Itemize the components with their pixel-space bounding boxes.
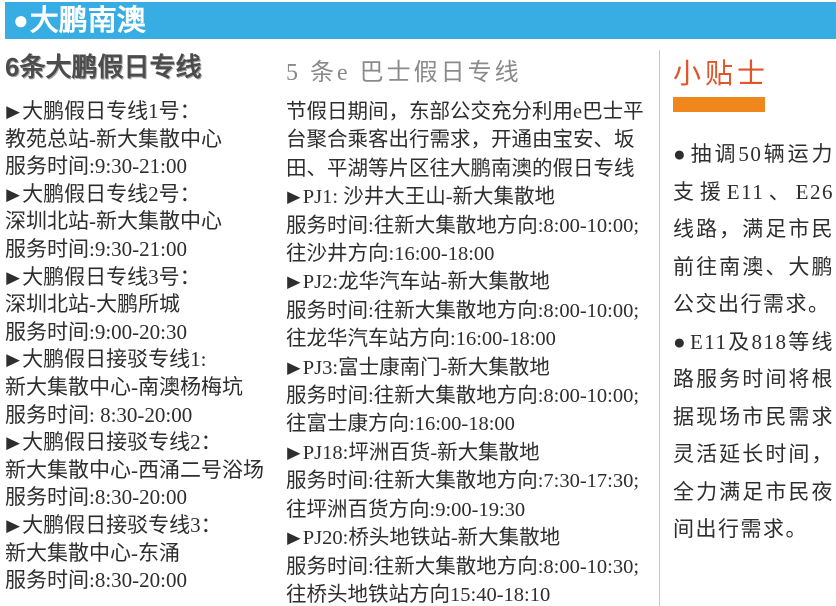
route-item: ▶ PJ1: 沙井大王山-新大集散地 服务时间:往新大集散地方向:8:00-10:… bbox=[286, 183, 658, 268]
route-time: 服务时间:8:30-20:00 bbox=[5, 485, 187, 510]
tip-item: ●抽调50辆运力支援E11、E26线路，满足市民前往南澳、大鹏公交出行需求。 bbox=[673, 136, 834, 324]
dapeng-lines-heading: 6条大鹏假日专线 bbox=[5, 52, 202, 82]
route-name-text: PJ18:坪洲百货-新大集散地 bbox=[302, 441, 540, 464]
triangle-bullet-icon: ▶ bbox=[287, 529, 301, 547]
route-name-text: PJ3:富士康南门-新大集散地 bbox=[302, 356, 550, 379]
triangle-bullet-icon: ▶ bbox=[6, 267, 20, 287]
route-name: ▶ 大鹏假日接驳专线1: bbox=[5, 346, 281, 374]
route-time: 服务时间:往新大集散地方向:8:00-10:00;往富士康方向:16:00-18… bbox=[286, 385, 640, 436]
route-item: ▶ 大鹏假日专线2号： 深圳北站-新大集散中心 服务时间:9:30-21:00 bbox=[5, 181, 281, 264]
route-name-text: 大鹏假日专线2号： bbox=[22, 181, 201, 206]
triangle-bullet-icon: ▶ bbox=[287, 273, 301, 292]
triangle-bullet-icon: ▶ bbox=[287, 358, 301, 377]
route-item: ▶ PJ3:富士康南门-新大集散地 服务时间:往新大集散地方向:8:00-10:0… bbox=[286, 354, 658, 439]
route-time: 服务时间:往新大集散地方向:8:00-10:00;往沙井方向:16:00-18:… bbox=[286, 214, 640, 266]
triangle-bullet-icon: ▶ bbox=[6, 184, 20, 204]
ebus-lines-column: 5 条e 巴士假日专线 节假日期间，东部公交充分利用e巴士平台聚合乘客出行需求，… bbox=[286, 52, 658, 606]
tip-item: ●E11及818等线路服务时间将根据现场市民需求灵活延长时间，全力满足市民夜间出… bbox=[673, 324, 834, 549]
tips-heading: 小贴士 bbox=[673, 59, 770, 90]
route-name-text: PJ2:龙华汽车站-新大集散地 bbox=[302, 271, 550, 294]
tips-heading-underline bbox=[673, 97, 765, 112]
circle-bullet-icon: ● bbox=[13, 5, 29, 35]
route-time: 服务时间:8:30-20:00 bbox=[5, 568, 187, 593]
route-name-text: PJ20:桥头地铁站-新大集散地 bbox=[302, 527, 561, 550]
triangle-bullet-icon: ▶ bbox=[6, 101, 20, 121]
route-name: ▶ PJ18:坪洲百货-新大集散地 bbox=[286, 439, 658, 467]
dapeng-lines-column: 6条大鹏假日专线 ▶ 大鹏假日专线1号： 教苑总站-新大集散中心 服务时间:9:3… bbox=[5, 47, 281, 595]
route-name: ▶ PJ1: 沙井大王山-新大集散地 bbox=[286, 183, 658, 211]
triangle-bullet-icon: ▶ bbox=[6, 432, 20, 452]
route-name: ▶ 大鹏假日专线1号： bbox=[5, 98, 281, 126]
route-item: ▶ 大鹏假日接驳专线1: 新大集散中心-南澳杨梅坑 服务时间: 8:30-20:0… bbox=[5, 346, 281, 429]
section-header-bar: ●大鹏南澳 bbox=[5, 2, 836, 39]
route-path: 教苑总站-新大集散中心 bbox=[5, 126, 222, 151]
tip-text: 抽调50辆运力支援E11、E26线路，满足市民前往南澳、大鹏公交出行需求。 bbox=[673, 142, 835, 316]
triangle-bullet-icon: ▶ bbox=[6, 349, 20, 370]
route-name-text: 大鹏假日接驳专线1: bbox=[22, 347, 207, 372]
route-time: 服务时间: 8:30-20:00 bbox=[5, 402, 193, 427]
route-time: 服务时间:9:00-20:30 bbox=[5, 319, 187, 344]
route-path: 新大集散中心-西涌二号浴场 bbox=[5, 457, 264, 482]
route-time: 服务时间:往新大集散地方向:7:30-17:30;往坪洲百货方向:9:00-19… bbox=[286, 470, 640, 521]
route-name: ▶ 大鹏假日接驳专线2： bbox=[5, 429, 281, 457]
tips-column: 小贴士 ●抽调50辆运力支援E11、E26线路，满足市民前往南澳、大鹏公交出行需… bbox=[673, 52, 834, 549]
route-path: 新大集散中心-东涌 bbox=[5, 540, 180, 565]
route-name: ▶ 大鹏假日专线3号： bbox=[5, 264, 281, 292]
route-time: 服务时间:9:30-21:00 bbox=[5, 154, 187, 179]
ebus-intro: 节假日期间，东部公交充分利用e巴士平台聚合乘客出行需求，开通由宝安、坂田、平湖等… bbox=[286, 101, 644, 180]
route-item: ▶ 大鹏假日接驳专线3： 新大集散中心-东涌 服务时间:8:30-20:00 bbox=[5, 512, 281, 595]
route-time: 服务时间:往新大集散地方向:8:00-10:30;往桥头地铁站方向15:40-1… bbox=[286, 555, 640, 606]
route-path: 深圳北站-大鹏所城 bbox=[5, 292, 180, 317]
route-path: 新大集散中心-南澳杨梅坑 bbox=[5, 374, 243, 399]
route-name-text: 大鹏假日接驳专线2： bbox=[22, 430, 222, 455]
route-time: 服务时间:9:30-21:00 bbox=[5, 236, 187, 261]
route-path: 深圳北站-新大集散中心 bbox=[5, 209, 222, 234]
dot-bullet-icon: ● bbox=[673, 329, 688, 354]
triangle-bullet-icon: ▶ bbox=[287, 444, 301, 462]
route-item: ▶ PJ20:桥头地铁站-新大集散地 服务时间:往新大集散地方向:8:00-10:… bbox=[286, 524, 658, 606]
dot-bullet-icon: ● bbox=[673, 142, 689, 166]
route-item: ▶ 大鹏假日专线1号： 教苑总站-新大集散中心 服务时间:9:30-21:00 bbox=[5, 98, 281, 181]
route-name-text: 大鹏假日专线3号： bbox=[22, 264, 201, 289]
route-item: ▶ 大鹏假日接驳专线2： 新大集散中心-西涌二号浴场 服务时间:8:30-20:0… bbox=[5, 429, 281, 512]
route-name: ▶ 大鹏假日专线2号： bbox=[5, 181, 281, 209]
triangle-bullet-icon: ▶ bbox=[6, 515, 20, 535]
route-name-text: 大鹏假日接驳专线3： bbox=[22, 512, 222, 537]
route-name-text: 大鹏假日专线1号： bbox=[22, 99, 201, 123]
section-title: 大鹏南澳 bbox=[29, 5, 146, 37]
route-name: ▶ PJ2:龙华汽车站-新大集散地 bbox=[286, 268, 658, 296]
triangle-bullet-icon: ▶ bbox=[287, 188, 301, 207]
tip-text: E11及818等线路服务时间将根据现场市民需求灵活延长时间，全力满足市民夜间出行… bbox=[673, 329, 834, 542]
route-name-text: PJ1: 沙井大王山-新大集散地 bbox=[302, 186, 556, 209]
route-name: ▶ 大鹏假日接驳专线3： bbox=[5, 512, 281, 540]
route-time: 服务时间:往新大集散地方向:8:00-10:00;往龙华汽车站方向:16:00-… bbox=[286, 299, 640, 351]
route-item: ▶ 大鹏假日专线3号： 深圳北站-大鹏所城 服务时间:9:00-20:30 bbox=[5, 264, 281, 347]
route-name: ▶ PJ20:桥头地铁站-新大集散地 bbox=[286, 524, 658, 552]
column-divider bbox=[659, 50, 660, 606]
route-item: ▶ PJ18:坪洲百货-新大集散地 服务时间:往新大集散地方向:7:30-17:3… bbox=[286, 439, 658, 524]
route-name: ▶ PJ3:富士康南门-新大集散地 bbox=[286, 354, 658, 382]
route-item: ▶ PJ2:龙华汽车站-新大集散地 服务时间:往新大集散地方向:8:00-10:0… bbox=[286, 268, 658, 353]
ebus-lines-heading: 5 条e 巴士假日专线 bbox=[286, 60, 522, 86]
